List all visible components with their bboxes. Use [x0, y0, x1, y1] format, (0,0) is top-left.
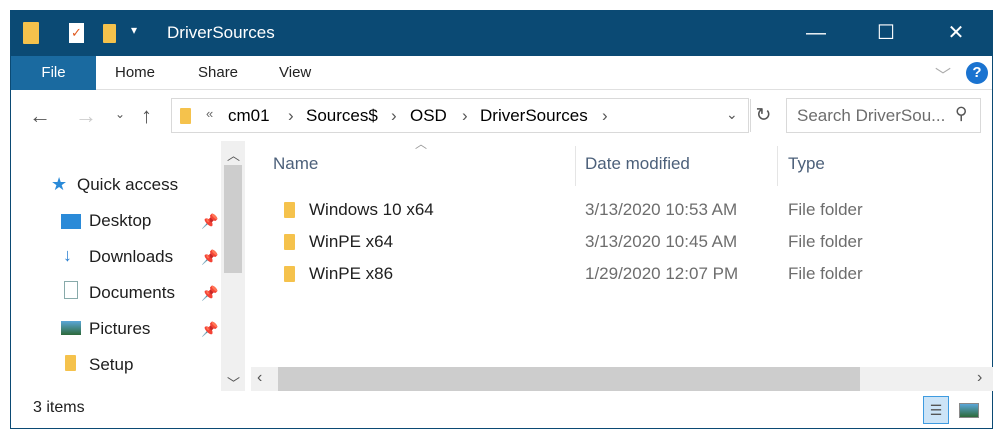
- up-button[interactable]: ↑: [141, 103, 152, 128]
- file-date: 1/29/2020 12:07 PM: [585, 264, 739, 283]
- scroll-right-icon[interactable]: ›: [977, 369, 983, 386]
- sort-ascending-icon: ︿: [415, 137, 428, 151]
- folder-icon: [65, 355, 76, 371]
- crumb[interactable]: Sources$: [306, 106, 378, 125]
- desktop-icon: [61, 214, 81, 229]
- file-type: File folder: [788, 232, 863, 251]
- details-view-button[interactable]: ☰: [923, 396, 949, 424]
- forward-button[interactable]: →: [75, 103, 97, 128]
- address-dropdown-icon[interactable]: ⌄: [726, 106, 738, 122]
- crumb[interactable]: DriverSources: [480, 106, 588, 125]
- column-date-modified[interactable]: Date modified: [575, 146, 777, 186]
- close-button[interactable]: ✕: [947, 22, 965, 44]
- window-title: DriverSources: [167, 23, 275, 42]
- chevron-right-icon[interactable]: ›: [462, 106, 468, 125]
- scroll-up-icon[interactable]: ︿: [227, 148, 241, 163]
- folder-icon: [284, 202, 295, 218]
- navigation-pane: ★ Quick access Desktop ↓ Downloads Docum…: [11, 141, 245, 391]
- horizontal-scrollbar[interactable]: ‹ ›: [251, 367, 993, 391]
- chevron-right-icon[interactable]: ›: [391, 106, 397, 125]
- expand-ribbon-icon[interactable]: ﹀: [935, 68, 952, 85]
- pin-icon[interactable]: 📌: [201, 285, 219, 301]
- chevron-right-icon[interactable]: ›: [602, 106, 608, 125]
- folder-icon: [23, 22, 39, 44]
- file-date: 3/13/2020 10:53 AM: [585, 200, 738, 219]
- chevron-right-icon[interactable]: ›: [288, 106, 294, 125]
- nav-downloads[interactable]: Downloads: [89, 247, 174, 266]
- file-type: File folder: [788, 200, 863, 219]
- folder-icon: [180, 108, 191, 124]
- new-folder-icon[interactable]: [103, 24, 116, 43]
- refresh-icon[interactable]: ↻: [750, 99, 776, 132]
- properties-icon[interactable]: ✓: [69, 23, 84, 43]
- documents-icon: [64, 281, 78, 299]
- minimize-button[interactable]: —: [806, 22, 826, 44]
- customize-quick-access-icon[interactable]: ▾: [131, 23, 138, 37]
- file-name[interactable]: Windows 10 x64: [309, 200, 434, 219]
- file-date: 3/13/2020 10:45 AM: [585, 232, 738, 251]
- column-type[interactable]: Type: [777, 146, 979, 186]
- title-bar: ✓ ▾ DriverSources — ☐ ✕: [11, 11, 992, 56]
- search-input[interactable]: Search DriverSou... ⚲: [786, 98, 981, 133]
- nav-desktop[interactable]: Desktop: [89, 211, 152, 230]
- file-name[interactable]: WinPE x86: [309, 264, 394, 283]
- pin-icon[interactable]: 📌: [201, 249, 219, 265]
- nav-pictures[interactable]: Pictures: [89, 319, 151, 338]
- nav-quick-access[interactable]: Quick access: [77, 175, 179, 194]
- search-placeholder: Search DriverSou...: [797, 106, 946, 125]
- scroll-left-icon[interactable]: ‹: [257, 369, 263, 386]
- overflow-crumb[interactable]: «: [206, 106, 214, 121]
- back-button[interactable]: ←: [29, 103, 51, 128]
- pin-icon[interactable]: 📌: [201, 213, 219, 229]
- scrollbar-thumb[interactable]: [224, 165, 242, 273]
- search-icon[interactable]: ⚲: [955, 104, 968, 123]
- crumb[interactable]: cm01: [228, 106, 270, 125]
- tab-file[interactable]: File: [11, 56, 96, 90]
- tab-home[interactable]: Home: [115, 64, 156, 81]
- ribbon: File Home Share View ﹀ ?: [11, 56, 992, 90]
- column-name[interactable]: Name: [273, 154, 319, 173]
- help-icon[interactable]: ?: [966, 62, 988, 84]
- pictures-icon: [61, 321, 81, 335]
- nav-vertical-scrollbar[interactable]: ︿ ﹀: [221, 141, 245, 391]
- nav-setup[interactable]: Setup: [89, 355, 134, 374]
- download-icon: ↓: [63, 245, 72, 265]
- folder-icon: [284, 234, 295, 250]
- scrollbar-thumb[interactable]: [278, 367, 860, 391]
- explorer-window: ✓ ▾ DriverSources — ☐ ✕ File Home Share …: [10, 10, 993, 429]
- large-icons-view-button[interactable]: [959, 403, 979, 418]
- nav-documents[interactable]: Documents: [89, 283, 175, 302]
- address-bar[interactable]: « cm01 › Sources$ › OSD › DriverSources …: [171, 98, 771, 133]
- recent-locations-icon[interactable]: ⌄: [115, 107, 126, 121]
- item-count: 3 items: [33, 399, 85, 416]
- tab-view[interactable]: View: [279, 64, 312, 81]
- pin-icon[interactable]: 📌: [201, 321, 219, 337]
- tab-share[interactable]: Share: [198, 64, 239, 81]
- folder-icon: [284, 266, 295, 282]
- file-name[interactable]: WinPE x64: [309, 232, 394, 251]
- maximize-button[interactable]: ☐: [877, 22, 895, 44]
- star-icon: ★: [51, 174, 68, 194]
- scroll-down-icon[interactable]: ﹀: [227, 376, 241, 391]
- crumb[interactable]: OSD: [410, 106, 447, 125]
- file-type: File folder: [788, 264, 863, 283]
